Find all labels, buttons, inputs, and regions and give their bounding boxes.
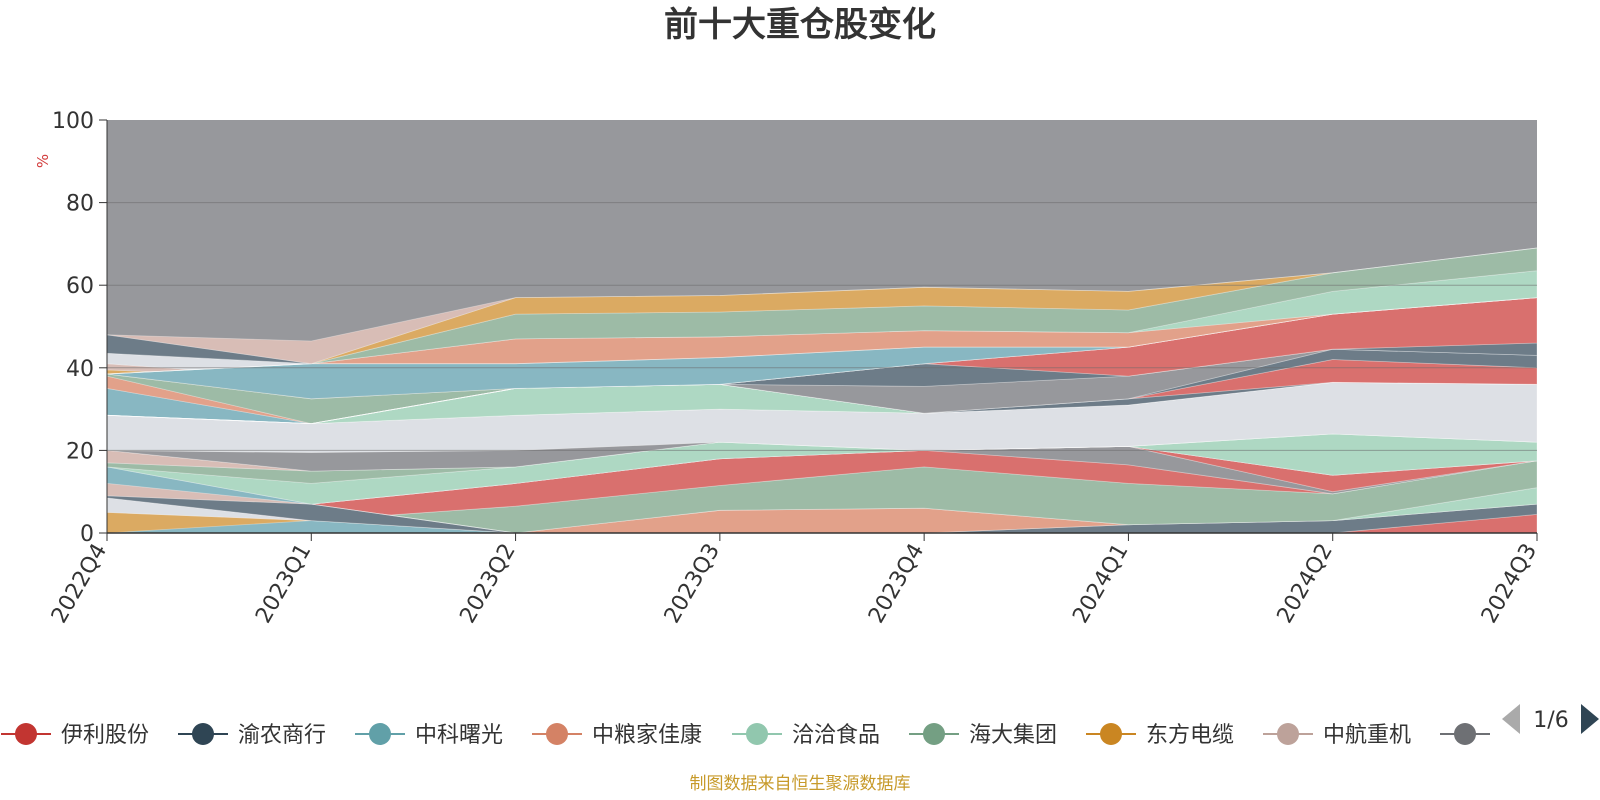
x-tick-label: 2023Q2 <box>455 540 520 628</box>
legend-item[interactable]: 中粮家佳康 <box>532 723 702 748</box>
x-tick-label: 2024Q1 <box>1068 540 1133 628</box>
legend-marker <box>1454 723 1476 745</box>
y-tick-label: 40 <box>66 357 94 382</box>
area-band-42 <box>106 297 1538 365</box>
legend-label: 洽洽食品 <box>792 723 880 748</box>
x-tick-label: 2023Q4 <box>864 540 929 628</box>
legend-prev-arrow-icon[interactable] <box>1502 704 1520 734</box>
legend-label: 渝农商行 <box>238 723 326 748</box>
x-tick-label: 2024Q2 <box>1273 540 1338 628</box>
legend-label: 中航重机 <box>1323 723 1411 748</box>
legend-label: 东方电缆 <box>1146 723 1234 748</box>
data-source-note: 制图数据来自恒生聚源数据库 <box>690 774 911 794</box>
legend-marker <box>15 723 37 745</box>
legend-item[interactable]: 洽洽食品 <box>732 723 880 748</box>
area-band-43 <box>106 247 1538 365</box>
x-tick-label: 2024Q3 <box>1477 540 1542 628</box>
legend-marker <box>1100 723 1122 745</box>
legend-item[interactable]: 中科曙光 <box>355 723 503 748</box>
legend-next-arrow-icon[interactable] <box>1581 704 1599 734</box>
x-tick-label: 2022Q4 <box>47 540 112 628</box>
legend-marker <box>546 723 568 745</box>
legend-item[interactable]: 海大集团 <box>909 723 1057 748</box>
legend-page-indicator: 1/6 <box>1533 708 1568 733</box>
y-tick-label: 20 <box>66 439 94 464</box>
y-axis-unit: % <box>34 154 52 168</box>
x-axis: 2022Q4 2023Q1 2023Q2 2023Q3 2023Q4 2024Q1 2024… <box>47 532 1542 628</box>
legend-item[interactable]: 伊利股份 <box>1 723 149 748</box>
area-band-4 <box>106 487 1538 534</box>
x-tick-label: 2023Q3 <box>660 540 725 628</box>
legend-label: 中科曙光 <box>415 723 503 748</box>
y-tick-label: 60 <box>66 274 94 299</box>
legend-item[interactable]: 中航重机 <box>1263 723 1411 748</box>
legend: 伊利股份 渝农商行 中科曙光 中粮家佳康 洽洽食品 海大集团 东方电缆 中航重机 <box>1 723 1490 748</box>
plot-area <box>106 120 1538 534</box>
y-tick-label: 100 <box>52 109 94 134</box>
y-tick-label: 80 <box>66 192 94 217</box>
legend-marker <box>1277 723 1299 745</box>
legend-marker <box>192 723 214 745</box>
legend-pager: 1/6 <box>1502 704 1599 734</box>
legend-marker <box>369 723 391 745</box>
legend-label: 海大集团 <box>969 723 1057 748</box>
legend-marker <box>746 723 768 745</box>
legend-item[interactable] <box>1440 723 1490 745</box>
y-axis: 0 20 40 60 80 100 <box>52 109 108 547</box>
legend-label: 伊利股份 <box>61 723 149 748</box>
legend-item[interactable]: 渝农商行 <box>178 723 326 748</box>
grid-lines <box>107 202 1537 451</box>
x-tick-label: 2023Q1 <box>251 540 316 628</box>
chart-title: 前十大重仓股变化 <box>664 5 936 45</box>
legend-item[interactable]: 东方电缆 <box>1086 723 1234 748</box>
legend-label: 中粮家佳康 <box>592 723 702 748</box>
y-tick-label: 0 <box>80 522 94 547</box>
legend-marker <box>923 723 945 745</box>
